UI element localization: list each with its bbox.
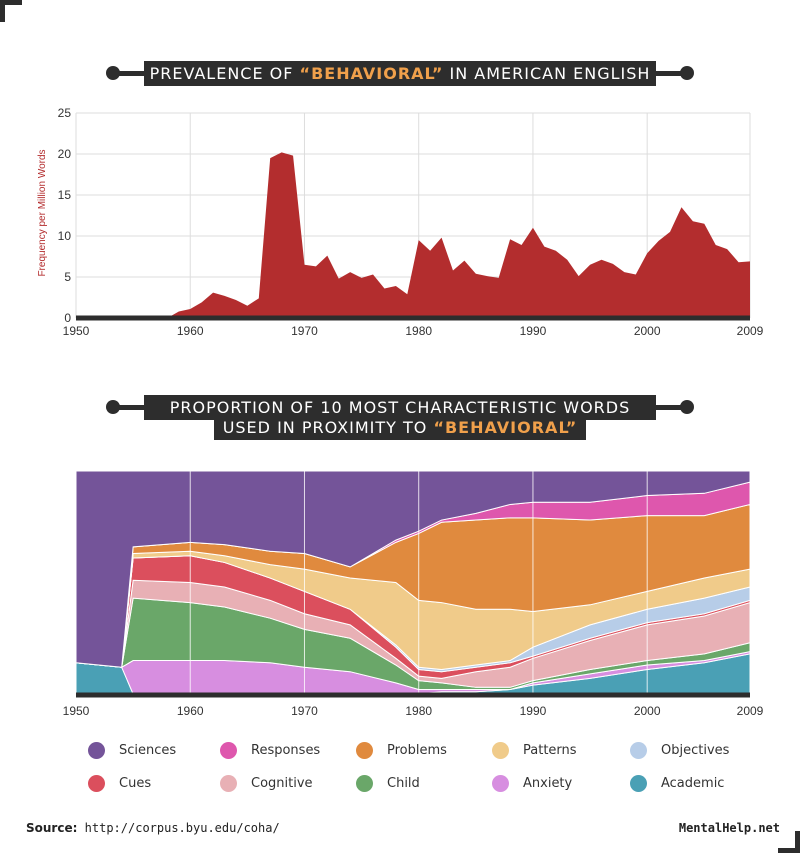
bottom-banner-dot-right	[680, 400, 694, 414]
bottom-chart: 1950 1960 1970 1980 1990 2000 2009	[63, 470, 764, 718]
bottom-xtick-label: 1950	[63, 704, 90, 718]
legend-swatch	[492, 741, 509, 759]
bottom-xtick-label: 1990	[520, 704, 547, 718]
legend-item-cues: Cues	[88, 773, 151, 793]
top-xtick-label: 1980	[405, 324, 432, 338]
legend-swatch	[356, 741, 373, 759]
top-title-pre: PREVALENCE OF	[149, 64, 300, 83]
bottom-chart-areas	[75, 470, 751, 695]
bottom-xtick-label: 2009	[737, 704, 764, 718]
top-xtick-label: 2000	[634, 324, 661, 338]
bottom-chart-ticks: 1950 1960 1970 1980 1990 2000 2009	[63, 692, 764, 718]
bottom-title-line2-pre: USED IN PROXIMITY TO	[222, 418, 434, 437]
top-ytick-label: 10	[58, 229, 72, 243]
bottom-banner-dot-left	[106, 400, 120, 414]
legend-swatch	[88, 774, 105, 792]
legend-label: Responses	[251, 742, 321, 758]
top-ytick-label: 0	[64, 311, 71, 325]
top-xtick-label: 1970	[291, 324, 318, 338]
top-title-highlight: “BEHAVIORAL”	[299, 64, 444, 83]
top-title-post: IN AMERICAN ENGLISH	[443, 64, 651, 83]
corner-top-left-h	[0, 0, 22, 5]
top-ytick-label: 15	[58, 188, 72, 202]
legend-item-patterns: Patterns	[492, 740, 577, 760]
footer-brand: MentalHelp.net	[679, 821, 780, 835]
legend-label: Patterns	[523, 742, 577, 758]
legend-item-cognitive: Cognitive	[220, 773, 313, 793]
legend-item-academic: Academic	[630, 773, 724, 793]
brand-label[interactable]: MentalHelp.net	[678, 821, 780, 835]
legend-label: Child	[387, 775, 420, 791]
legend-swatch	[630, 741, 647, 759]
top-ytick-label: 20	[58, 147, 72, 161]
legend-item-sciences: Sciences	[88, 740, 176, 760]
source-url[interactable]: http://corpus.byu.edu/coha/	[84, 821, 280, 835]
top-chart: 0 5 10 15 20 25 1950 1960 1970 1980 1990 2000 2009 F…	[37, 106, 764, 338]
top-xtick-label: 1960	[177, 324, 204, 338]
corner-top-left-v	[0, 0, 5, 22]
top-chart-title: PREVALENCE OF “BEHAVIORAL” IN AMERICAN E…	[144, 61, 656, 86]
corner-bottom-right-h	[778, 848, 800, 853]
top-banner-dot-right	[680, 66, 694, 80]
legend-item-responses: Responses	[220, 740, 320, 760]
top-xtick-label: 1950	[63, 324, 90, 338]
bottom-xtick-label: 1980	[405, 704, 432, 718]
legend-item-anxiety: Anxiety	[492, 773, 572, 793]
legend-swatch	[492, 774, 509, 792]
top-banner-dot-left	[106, 66, 120, 80]
bottom-chart-title-line1: PROPORTION OF 10 MOST CHARACTERISTIC WOR…	[144, 395, 656, 420]
top-chart-ylabel: Frequency per Million Words	[37, 149, 48, 276]
legend-label: Sciences	[119, 742, 177, 758]
bottom-chart-title-line2: USED IN PROXIMITY TO “BEHAVIORAL”	[214, 417, 586, 440]
corner-bottom-right-v	[795, 831, 800, 853]
legend-swatch	[630, 774, 647, 792]
top-xtick-label: 2009	[737, 324, 764, 338]
legend-swatch	[220, 774, 237, 792]
legend-label: Academic	[661, 775, 725, 791]
bottom-title-line2-highlight: “BEHAVIORAL”	[433, 418, 578, 437]
bottom-chart-grid	[189, 471, 648, 694]
source-label: Source:	[26, 821, 78, 835]
top-xtick-label: 1990	[520, 324, 547, 338]
legend-label: Cues	[119, 775, 152, 791]
legend-label: Anxiety	[523, 775, 573, 791]
footer-source: Source: http://corpus.byu.edu/coha/	[26, 821, 280, 835]
legend-label: Problems	[387, 742, 447, 758]
bottom-xtick-label: 2000	[634, 704, 661, 718]
legend-label: Objectives	[661, 742, 730, 758]
top-chart-area	[76, 152, 750, 318]
top-ytick-label: 25	[58, 106, 72, 120]
legend-swatch	[356, 774, 373, 792]
top-ytick-label: 5	[64, 270, 71, 284]
bottom-xtick-label: 1970	[291, 704, 318, 718]
bottom-xtick-label: 1960	[177, 704, 204, 718]
legend-swatch	[88, 741, 105, 759]
bottom-title-line1: PROPORTION OF 10 MOST CHARACTERISTIC WOR…	[169, 398, 631, 417]
top-chart-ticks: 0 5 10 15 20 25 1950 1960 1970 1980 1990 2000 2009	[58, 106, 764, 338]
legend-item-problems: Problems	[356, 740, 447, 760]
legend-item-objectives: Objectives	[630, 740, 729, 760]
legend-swatch	[220, 741, 237, 759]
legend-item-child: Child	[356, 773, 420, 793]
legend-label: Cognitive	[251, 775, 313, 791]
